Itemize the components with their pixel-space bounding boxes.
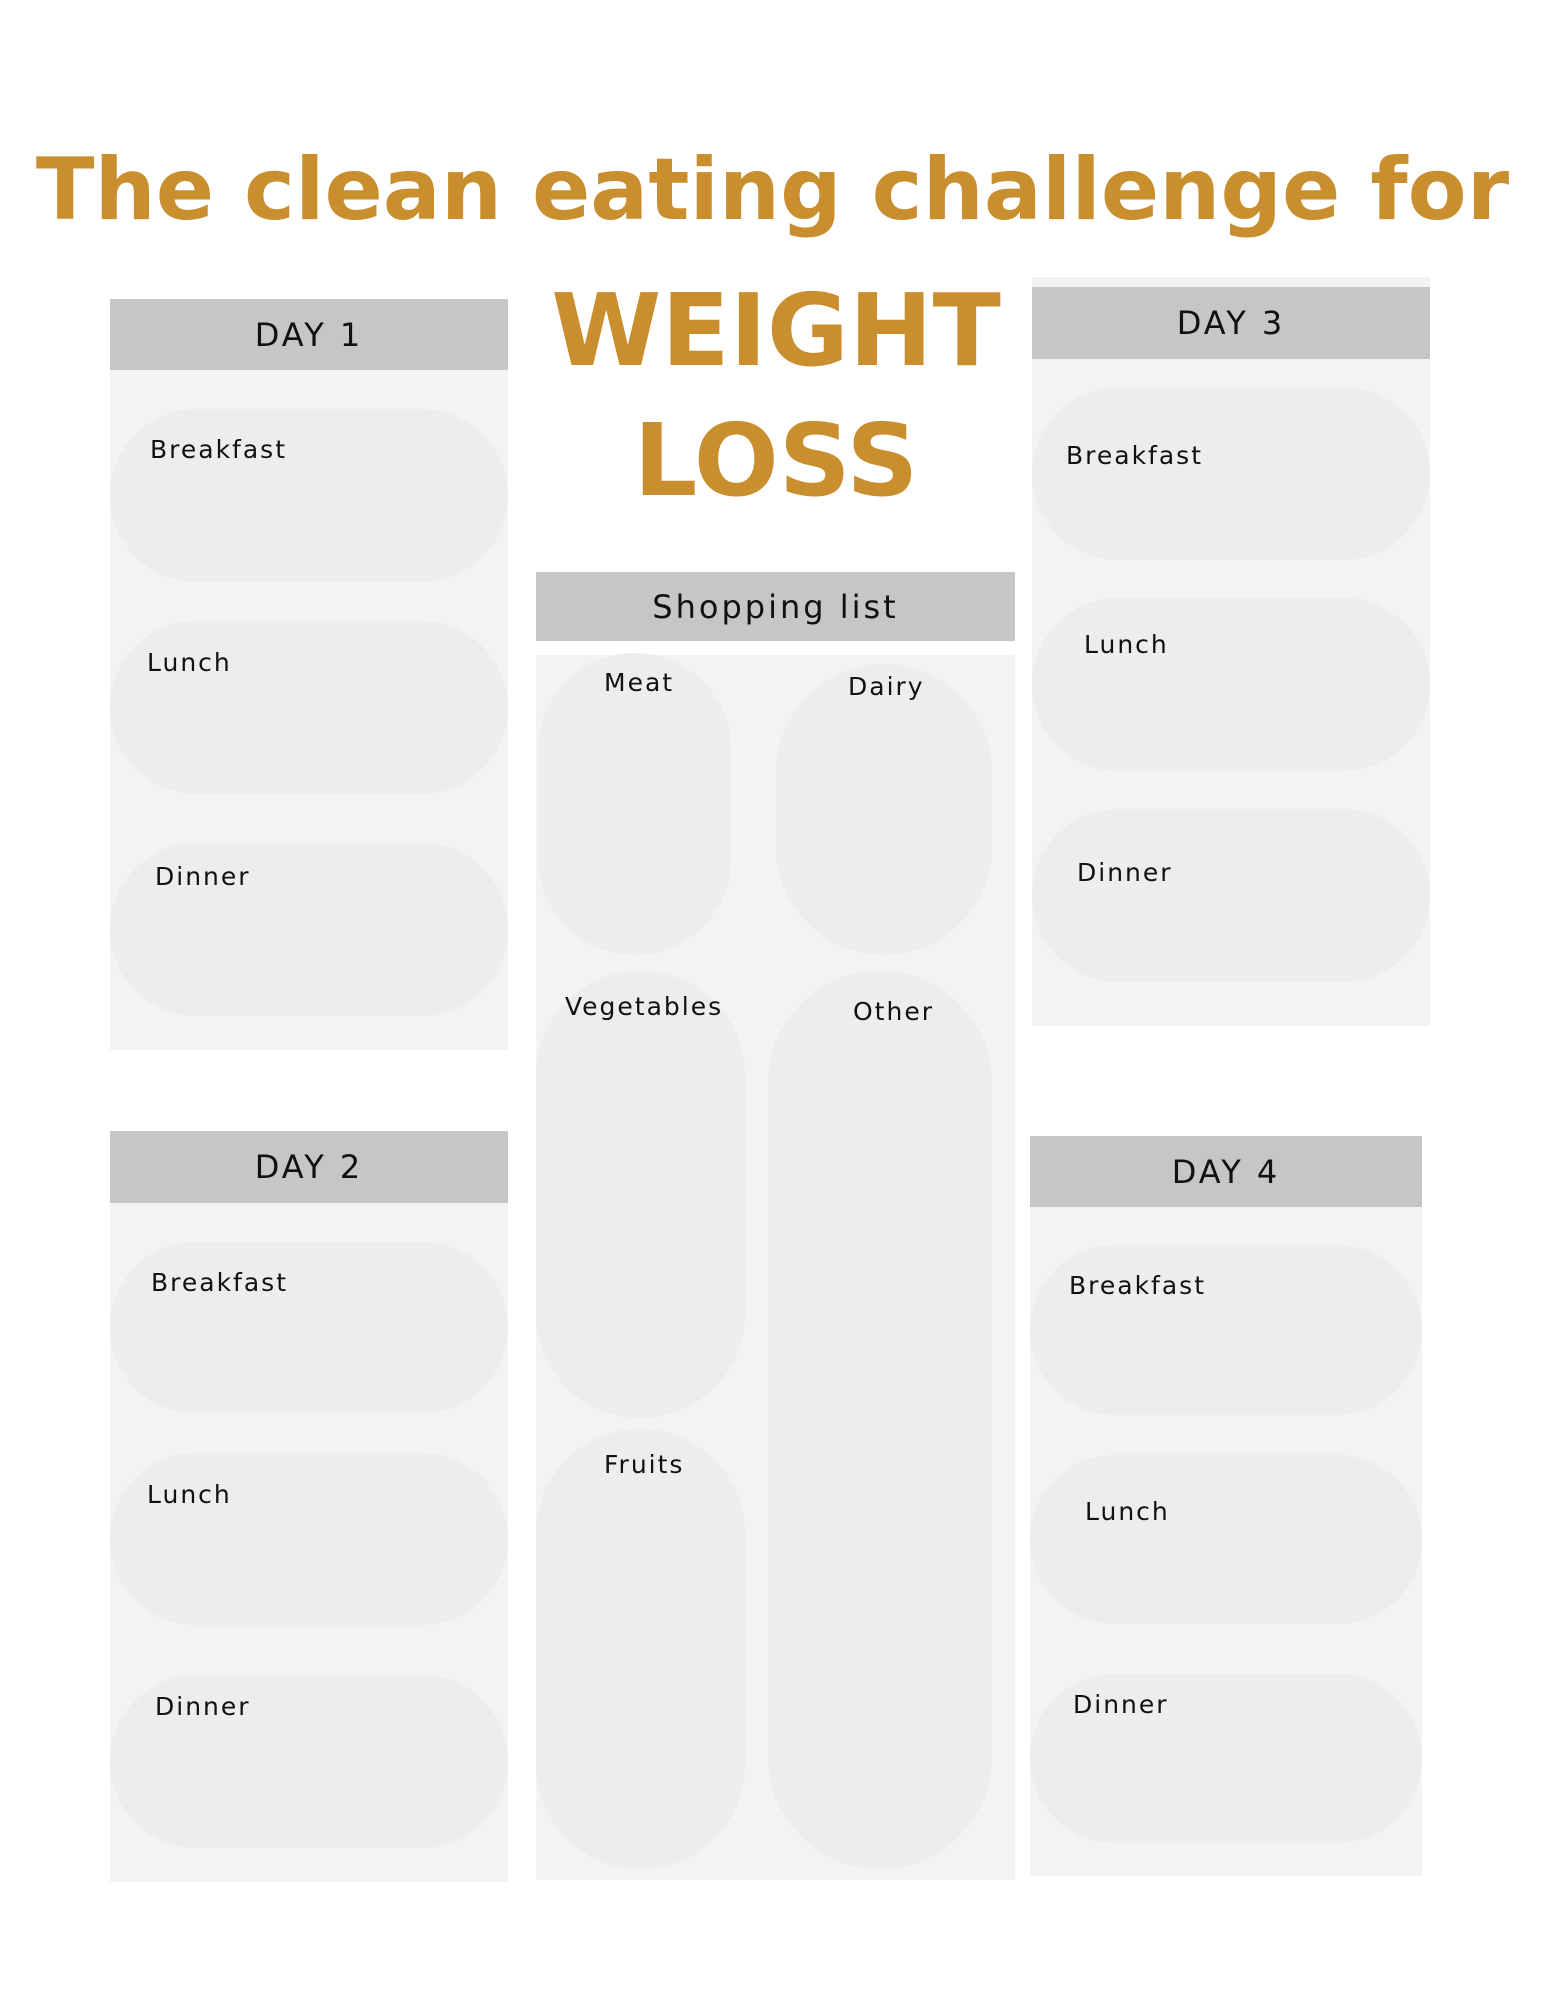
day-3-lunch-label: Lunch [1084, 630, 1169, 659]
day-2-dinner-label: Dinner [155, 1692, 251, 1721]
day-1-dinner-label: Dinner [155, 862, 251, 891]
day-1-breakfast-label: Breakfast [150, 435, 288, 464]
day-1-lunch-label: Lunch [147, 648, 232, 677]
day-2-breakfast-label: Breakfast [151, 1268, 289, 1297]
fruits-label: Fruits [604, 1450, 685, 1479]
day-3-lunch-box[interactable] [1032, 598, 1430, 771]
other-label: Other [853, 997, 934, 1026]
day-3-header: DAY 3 [1032, 287, 1430, 359]
title-weight: WEIGHT [551, 272, 1001, 389]
day-4-dinner-box[interactable] [1030, 1674, 1422, 1843]
vegetables-box[interactable] [536, 971, 745, 1418]
day-3-breakfast-box[interactable] [1032, 387, 1430, 560]
day-2-breakfast-box[interactable] [110, 1242, 508, 1413]
day-3-dinner-box[interactable] [1032, 809, 1430, 982]
meat-label: Meat [604, 668, 675, 697]
shopping-list-header: Shopping list [536, 572, 1015, 641]
day-4-breakfast-label: Breakfast [1069, 1271, 1207, 1300]
title-loss: LOSS [633, 402, 919, 519]
day-4-header: DAY 4 [1030, 1136, 1422, 1207]
meat-box[interactable] [538, 653, 731, 955]
day-2-lunch-box[interactable] [110, 1453, 508, 1625]
day-1-breakfast-box[interactable] [110, 409, 508, 582]
day-4-lunch-label: Lunch [1085, 1497, 1170, 1526]
dairy-box[interactable] [776, 664, 992, 955]
day-3-breakfast-label: Breakfast [1066, 441, 1204, 470]
day-2-lunch-label: Lunch [147, 1480, 232, 1509]
day-4-breakfast-box[interactable] [1030, 1245, 1422, 1415]
other-box[interactable] [768, 971, 992, 1869]
fruits-box[interactable] [536, 1429, 745, 1869]
title-line1: The clean eating challenge for [35, 140, 1510, 240]
day-2-dinner-box[interactable] [110, 1675, 508, 1848]
day-4-dinner-label: Dinner [1073, 1690, 1169, 1719]
day-1-lunch-box[interactable] [110, 621, 508, 794]
dairy-label: Dairy [848, 672, 925, 701]
day-1-dinner-box[interactable] [110, 843, 508, 1016]
day-1-header: DAY 1 [110, 299, 508, 370]
day-4-lunch-box[interactable] [1030, 1455, 1422, 1624]
day-3-dinner-label: Dinner [1077, 858, 1173, 887]
day-2-header: DAY 2 [110, 1131, 508, 1203]
vegetables-label: Vegetables [565, 992, 724, 1021]
